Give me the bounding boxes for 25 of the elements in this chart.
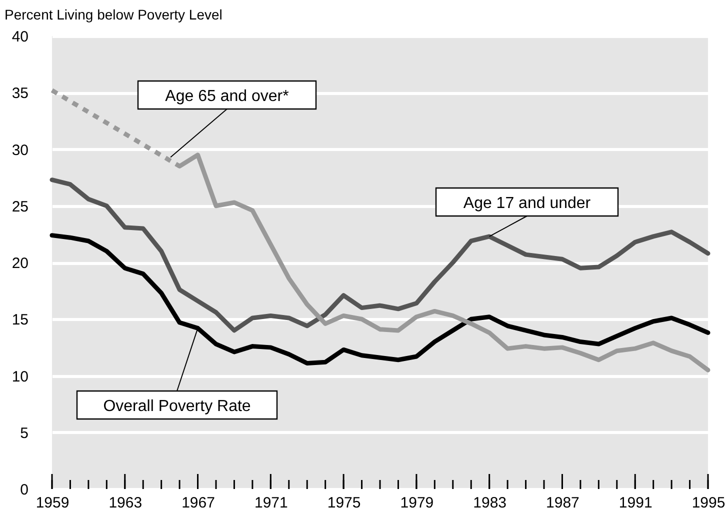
x-tick-label: 1991 <box>618 494 652 512</box>
x-tick-label: 1959 <box>36 494 70 512</box>
x-tick-label: 1963 <box>108 494 142 512</box>
x-tick-label: 1979 <box>400 494 434 512</box>
y-tick-label: 30 <box>12 142 28 159</box>
line-series <box>50 178 710 333</box>
x-tick-label: 1967 <box>182 494 215 512</box>
x-tick-label: 1975 <box>327 494 361 512</box>
y-tick-label: 10 <box>12 368 28 386</box>
x-tick-label: 1995 <box>692 494 726 512</box>
series-label: Age 17 and under <box>463 195 592 212</box>
text: Overall Poverty Rate <box>103 398 251 415</box>
y-tick-label: 0 <box>20 482 28 498</box>
y-axis-title: Percent Living below Poverty Level <box>4 6 222 22</box>
y-tick-label: 35 <box>12 85 28 102</box>
text: Age 65 and over* <box>165 88 289 105</box>
x-tick-label: 1983 <box>473 494 507 512</box>
x-tick-label: 1987 <box>546 494 580 512</box>
y-tick-label: 15 <box>12 312 28 329</box>
line-series <box>50 233 710 366</box>
y-tick-label: 40 <box>12 28 28 46</box>
y-tick-label: 25 <box>12 198 28 216</box>
x-tick-label: 1971 <box>254 494 288 512</box>
y-tick-label: 20 <box>12 255 28 272</box>
y-tick-label: 5 <box>20 424 28 442</box>
